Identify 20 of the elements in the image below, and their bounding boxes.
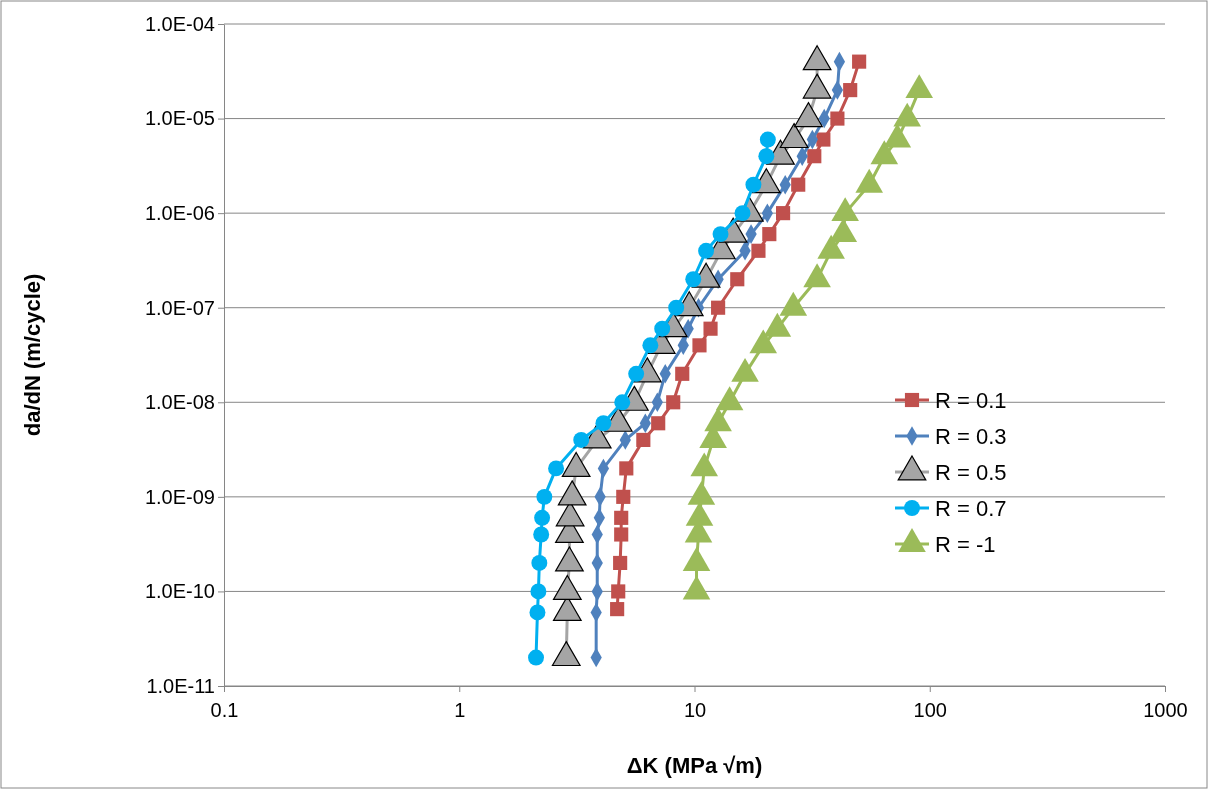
y-tick-label: 1.0E-10 <box>144 580 215 603</box>
x-axis-title: ΔK (MPa √m) <box>626 753 763 778</box>
y-axis-title: da/dN (m/cycle) <box>20 273 45 437</box>
x-tick-label: 100 <box>913 699 947 721</box>
x-tick-label: 1 <box>454 699 466 721</box>
legend-label: R = 0.1 <box>935 387 1007 413</box>
x-tick-label: 1000 <box>1143 699 1188 721</box>
y-tick-label: 1.0E-07 <box>144 296 215 319</box>
x-tick-label: 10 <box>683 699 707 721</box>
legend-label: R = 0.3 <box>935 423 1007 449</box>
y-tick-label: 1.0E-08 <box>144 391 215 414</box>
y-tick-label: 1.0E-09 <box>144 485 215 508</box>
legend-label: R = 0.5 <box>935 459 1007 485</box>
y-tick-label: 1.0E-05 <box>144 107 215 130</box>
y-tick-label: 1.0E-06 <box>144 202 215 225</box>
y-tick-label: 1.0E-04 <box>144 12 215 35</box>
legend-label: R = 0.7 <box>935 495 1007 521</box>
legend-label: R = -1 <box>935 531 996 557</box>
x-tick-label: 0.1 <box>210 699 239 721</box>
y-tick-label: 1.0E-11 <box>146 674 215 697</box>
